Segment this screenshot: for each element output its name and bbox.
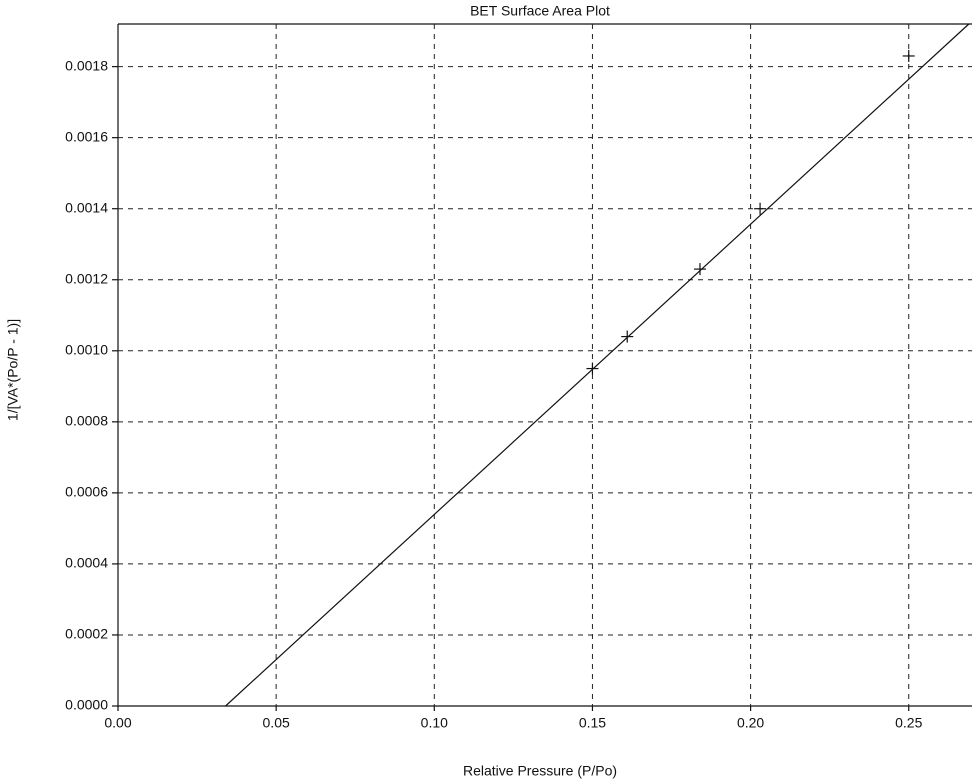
fit-line	[225, 23, 970, 707]
y-tick-label: 0.0016	[65, 128, 108, 144]
y-tick-label: 0.0008	[65, 413, 108, 429]
x-tick-label: 0.10	[421, 715, 448, 731]
x-tick-label: 0.20	[737, 715, 764, 731]
x-axis-label: Relative Pressure (P/Po)	[463, 763, 617, 779]
x-tick-label: 0.05	[263, 715, 290, 731]
y-axis-label: 1/[VA*(Po/P - 1)]	[5, 319, 21, 421]
x-tick-label: 0.15	[579, 715, 606, 731]
data-point	[754, 202, 767, 215]
y-tick-label: 0.0010	[65, 341, 108, 357]
y-tick-label: 0.0000	[65, 697, 108, 713]
y-tick-label: 0.0004	[65, 555, 108, 571]
y-tick-label: 0.0002	[65, 626, 108, 642]
y-tick-label: 0.0012	[65, 270, 108, 286]
data-point	[693, 263, 706, 276]
chart-title: BET Surface Area Plot	[470, 3, 610, 19]
x-tick-label: 0.25	[895, 715, 922, 731]
y-tick-label: 0.0014	[65, 199, 108, 215]
y-tick-label: 0.0018	[65, 57, 108, 73]
data-point	[621, 330, 634, 343]
y-tick-label: 0.0006	[65, 484, 108, 500]
data-point	[902, 49, 915, 62]
x-tick-label: 0.00	[104, 715, 131, 731]
